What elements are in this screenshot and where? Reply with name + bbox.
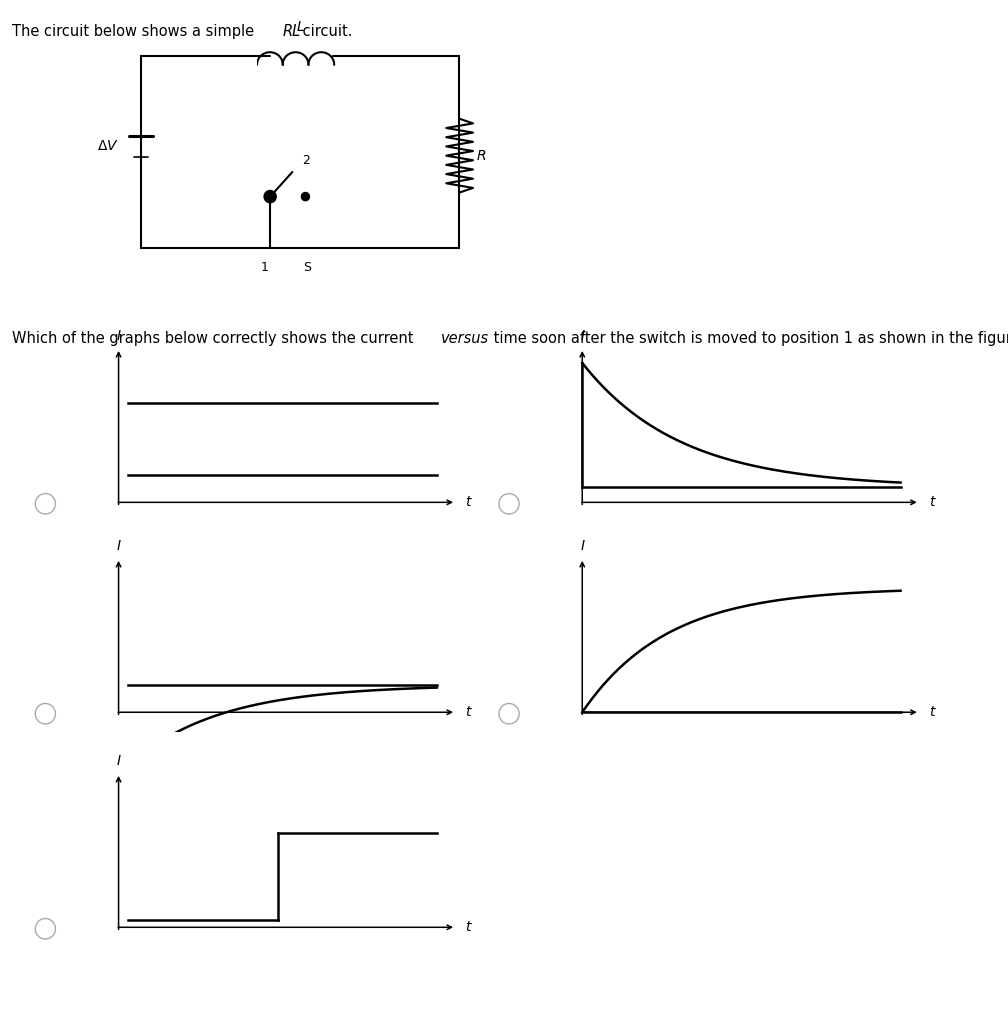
Text: 2: 2 — [302, 154, 310, 167]
Text: I: I — [117, 754, 121, 768]
Text: t: t — [466, 706, 471, 719]
Text: L: L — [296, 19, 304, 34]
Text: I: I — [581, 539, 585, 553]
Text: I: I — [581, 329, 585, 343]
Text: t: t — [929, 496, 934, 509]
Text: S: S — [303, 261, 311, 274]
Text: t: t — [929, 706, 934, 719]
Text: Which of the graphs below correctly shows the current: Which of the graphs below correctly show… — [12, 331, 418, 346]
Text: t: t — [466, 496, 471, 509]
Text: t: t — [466, 921, 471, 934]
Text: $\Delta V$: $\Delta V$ — [97, 139, 119, 154]
Text: R: R — [477, 148, 487, 163]
Text: RL: RL — [282, 24, 300, 39]
Text: I: I — [117, 539, 121, 553]
Text: versus: versus — [440, 331, 489, 346]
Text: time soon after the switch is moved to position 1 as shown in the figure above?: time soon after the switch is moved to p… — [489, 331, 1008, 346]
Text: I: I — [117, 329, 121, 343]
Text: circuit.: circuit. — [298, 24, 353, 39]
Text: 1: 1 — [261, 261, 269, 274]
Text: The circuit below shows a simple: The circuit below shows a simple — [12, 24, 259, 39]
